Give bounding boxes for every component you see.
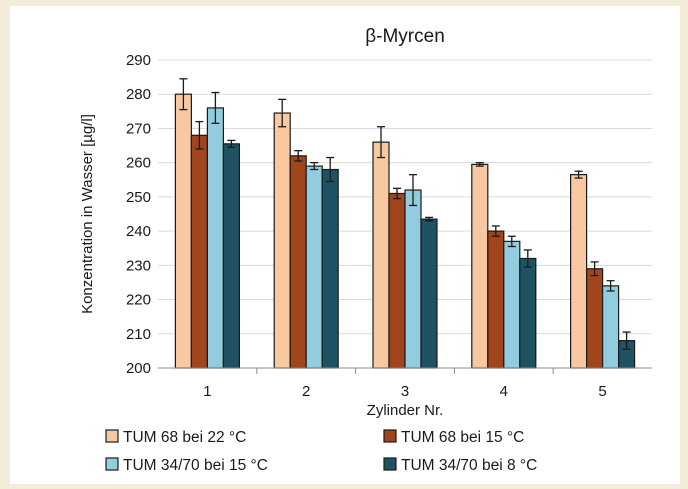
y-axis-label: Konzentration in Wasser [µg/l] — [79, 114, 96, 314]
bar-chart: 200 210 220 230 240 250 260 270 280 290 1 2 3 4 5 β-M… — [79, 26, 652, 474]
x-tick-label: 2 — [302, 383, 310, 400]
legend-label: TUM 68 bei 15 °C — [401, 429, 524, 446]
legend-item: TUM 68 bei 22 °C — [105, 429, 246, 446]
bar — [305, 165, 323, 369]
bar — [585, 268, 604, 369]
y-tick-label: 240 — [126, 223, 151, 240]
bar — [404, 189, 422, 369]
bar — [372, 141, 390, 369]
error-bar — [227, 139, 236, 148]
legend-label: TUM 34/70 bei 15 °C — [123, 457, 268, 474]
bars — [174, 93, 636, 369]
error-bar — [377, 126, 385, 159]
x-tick-label: 3 — [401, 383, 409, 400]
bar — [388, 192, 406, 369]
error-bar — [409, 173, 417, 207]
error-bar — [195, 120, 204, 150]
chart-panel: 200 210 220 230 240 250 260 270 280 290 1 2 3 4 5 β-M… — [10, 6, 680, 484]
error-bar — [590, 261, 599, 277]
legend-label: TUM 68 bei 22 °C — [123, 429, 246, 446]
y-tick-label: 210 — [126, 326, 151, 343]
legend-item: TUM 34/70 bei 15 °C — [105, 457, 268, 474]
x-tick-label: 1 — [203, 383, 211, 400]
y-tick-label: 250 — [126, 189, 151, 206]
error-bar — [326, 156, 335, 183]
legend-item: TUM 68 bei 15 °C — [383, 429, 524, 446]
bar — [471, 163, 489, 369]
error-bar — [574, 170, 583, 179]
legend-swatch — [105, 429, 119, 443]
error-bar — [294, 150, 303, 162]
error-bars — [179, 78, 631, 350]
error-bar — [606, 280, 615, 292]
y-tick-label: 280 — [126, 86, 151, 103]
bar — [569, 174, 588, 369]
bar — [503, 240, 521, 369]
legend: TUM 68 bei 22 °C TUM 68 bei 15 °C TUM 34/7… — [105, 429, 537, 474]
y-tick-label: 290 — [126, 52, 151, 69]
error-bar — [211, 91, 220, 124]
y-tick-label: 260 — [126, 155, 151, 172]
error-bar — [179, 78, 188, 111]
x-axis-label: Zylinder Nr. — [367, 402, 444, 419]
x-tick-label: 4 — [500, 383, 508, 400]
bar — [174, 93, 192, 369]
bar — [190, 134, 208, 369]
y-tick-label: 220 — [126, 292, 151, 309]
y-tick-label: 200 — [126, 360, 151, 377]
x-tick-label: 5 — [598, 383, 606, 400]
error-bar — [278, 98, 287, 128]
legend-label: TUM 34/70 bei 8 °C — [401, 457, 537, 474]
bar — [519, 257, 537, 369]
legend-swatch — [383, 457, 397, 471]
y-tick-label: 270 — [126, 120, 151, 137]
bar — [206, 107, 224, 369]
legend-item: TUM 34/70 bei 8 °C — [383, 457, 537, 474]
legend-swatch — [383, 429, 397, 443]
bar — [601, 285, 620, 369]
bar — [273, 112, 291, 369]
bar — [289, 155, 307, 369]
bar — [222, 143, 240, 369]
error-bar — [507, 235, 516, 248]
legend-swatch — [105, 457, 119, 471]
error-bar — [425, 216, 433, 222]
error-bar — [310, 162, 319, 171]
bar — [420, 218, 438, 369]
error-bar — [475, 162, 484, 167]
bar — [487, 230, 505, 369]
error-bar — [491, 225, 500, 237]
bar — [321, 168, 339, 369]
y-tick-label: 230 — [126, 257, 151, 274]
y-tick-labels: 200 210 220 230 240 250 260 270 280 290 — [126, 52, 151, 377]
chart-title: β-Myrcen — [365, 26, 445, 47]
error-bar — [523, 249, 532, 268]
error-bar — [393, 187, 401, 200]
x-tick-labels: 1 2 3 4 5 — [203, 368, 607, 400]
error-bar — [622, 331, 631, 350]
